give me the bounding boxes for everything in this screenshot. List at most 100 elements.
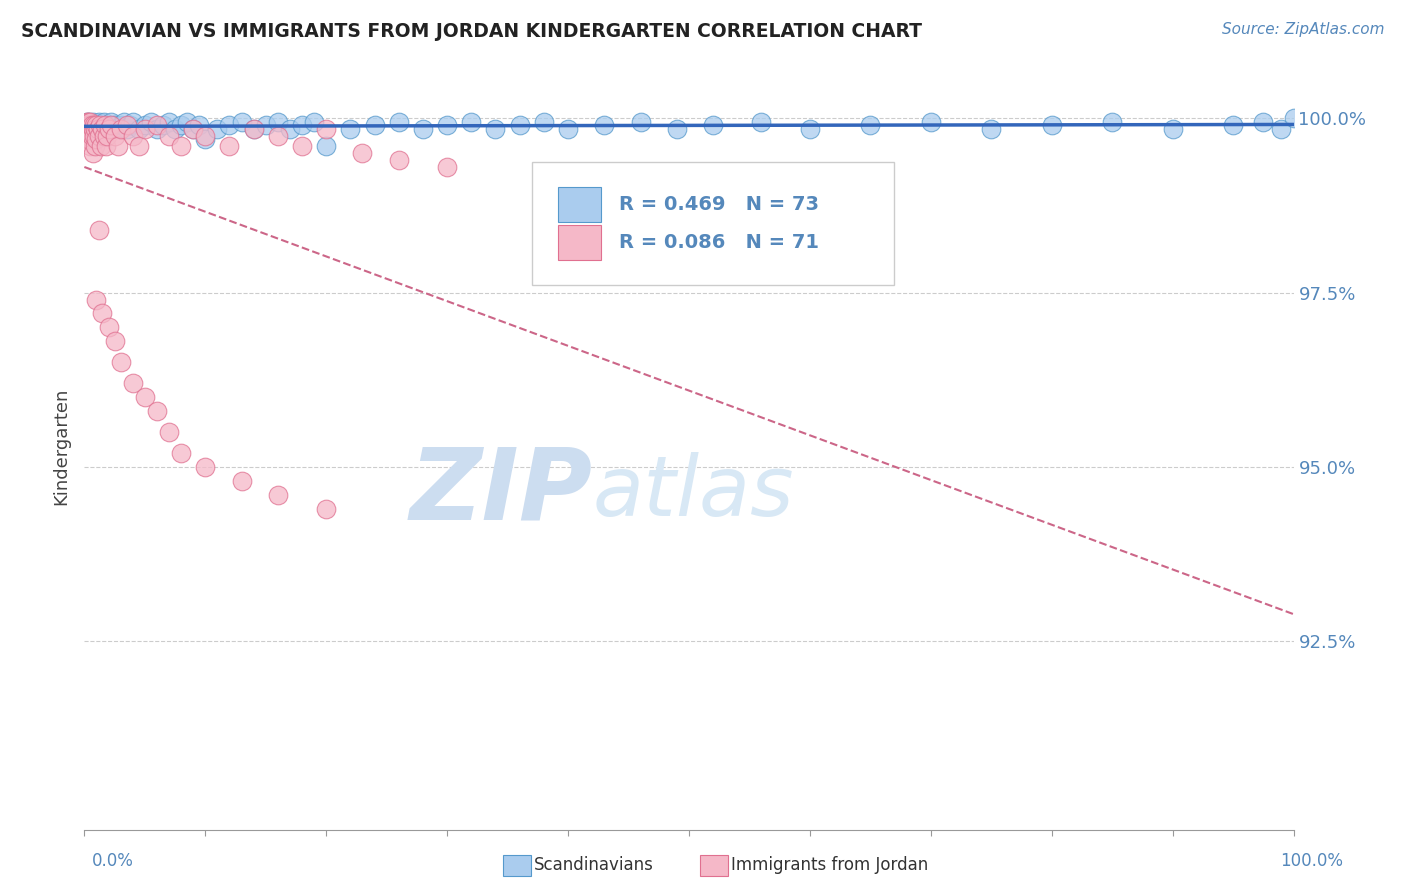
Point (194, 132, 217, 146)
Point (267, 114, 290, 128)
Point (91, 306, 114, 320)
Point (278, 121, 301, 136)
Point (484, 121, 506, 136)
Point (87, 114, 110, 128)
Point (194, 128, 217, 143)
Point (94, 118, 117, 132)
Point (134, 390, 156, 404)
Point (1222, 118, 1244, 132)
Point (121, 128, 143, 143)
Point (231, 474, 253, 488)
Point (79, 114, 101, 128)
Point (146, 404, 169, 418)
Point (630, 114, 652, 128)
Point (751, 114, 773, 128)
Point (388, 114, 411, 128)
Point (134, 121, 156, 136)
Point (82, 121, 104, 136)
Point (93, 114, 115, 128)
Point (146, 121, 169, 136)
Point (128, 139, 150, 153)
Point (242, 121, 264, 136)
Point (859, 118, 882, 132)
Point (1161, 121, 1184, 136)
Text: Scandinavians: Scandinavians (534, 856, 654, 874)
Point (80, 121, 103, 136)
Text: R = 0.469   N = 73: R = 0.469 N = 73 (619, 194, 818, 214)
Point (115, 118, 138, 132)
Point (152, 118, 174, 132)
FancyBboxPatch shape (558, 187, 600, 221)
Point (533, 114, 555, 128)
Point (86, 118, 108, 132)
Point (1253, 114, 1275, 128)
Point (107, 139, 129, 153)
Point (436, 160, 458, 174)
Point (207, 121, 229, 136)
Point (146, 118, 169, 132)
Point (231, 114, 253, 128)
Point (100, 114, 122, 128)
Point (77, 125, 100, 139)
Point (90, 139, 112, 153)
Point (242, 121, 264, 136)
Point (97, 121, 120, 136)
Text: atlas: atlas (592, 451, 794, 533)
Point (89, 118, 111, 132)
Point (79, 125, 101, 139)
Text: ZIP: ZIP (409, 443, 592, 541)
Point (84, 121, 107, 136)
Point (82, 146, 104, 161)
Point (181, 121, 204, 136)
Point (100, 118, 122, 132)
Point (1040, 118, 1063, 132)
Point (254, 118, 277, 132)
Point (460, 114, 482, 128)
Point (128, 121, 150, 136)
Point (83, 128, 105, 143)
Point (112, 114, 135, 128)
Point (79, 118, 101, 132)
Point (76, 121, 98, 136)
Point (1270, 121, 1292, 136)
Point (218, 118, 240, 132)
Point (702, 118, 724, 132)
Point (77, 118, 100, 132)
Point (134, 118, 156, 132)
Point (139, 114, 162, 128)
Text: 100.0%: 100.0% (1279, 852, 1343, 870)
Text: Source: ZipAtlas.com: Source: ZipAtlas.com (1222, 22, 1385, 37)
Point (87, 223, 110, 237)
Point (79, 139, 101, 153)
Point (218, 139, 240, 153)
Point (94, 139, 117, 153)
Point (170, 446, 193, 460)
Point (93, 128, 115, 143)
Point (77, 121, 100, 136)
Point (82, 114, 104, 128)
Text: R = 0.086   N = 71: R = 0.086 N = 71 (619, 233, 818, 252)
Point (89, 118, 111, 132)
Point (170, 118, 193, 132)
Point (194, 459, 217, 474)
Point (86, 121, 108, 136)
Point (115, 121, 138, 136)
Point (77, 118, 100, 132)
Point (665, 121, 688, 136)
Point (291, 118, 314, 132)
Point (363, 118, 385, 132)
Point (76, 132, 98, 146)
Point (352, 146, 374, 161)
Point (315, 121, 337, 136)
Y-axis label: Kindergarten: Kindergarten (52, 387, 70, 505)
Point (593, 118, 616, 132)
Point (920, 114, 942, 128)
Point (315, 139, 337, 153)
Point (77, 114, 100, 128)
Point (77, 121, 100, 136)
FancyBboxPatch shape (531, 162, 894, 285)
Point (86, 132, 108, 146)
Point (412, 121, 434, 136)
Point (121, 376, 143, 391)
Point (120, 118, 142, 132)
